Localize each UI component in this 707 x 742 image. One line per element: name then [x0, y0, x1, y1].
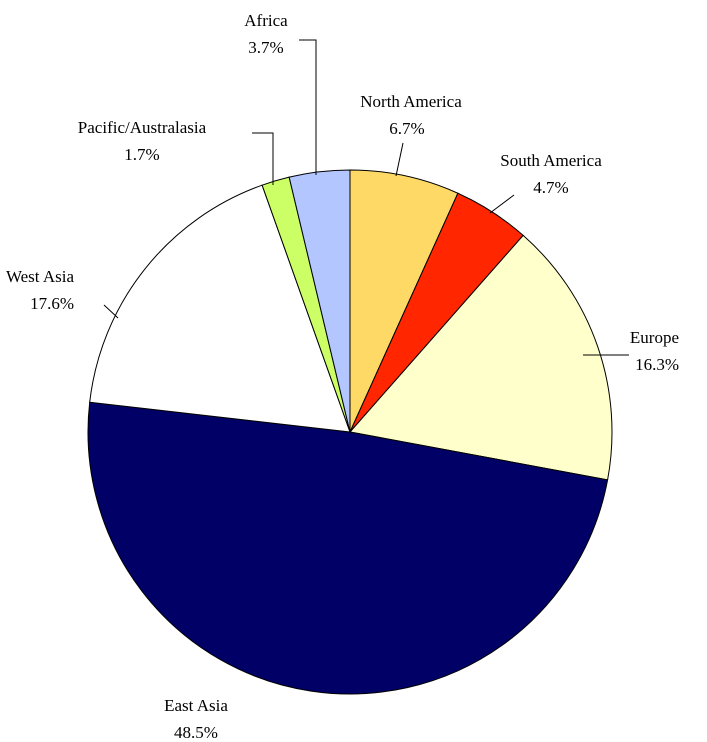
slice-value-label-north-america: 6.7% [389, 119, 424, 138]
leader-line-north-america [395, 142, 404, 177]
leader-line-west-asia [103, 304, 119, 319]
slice-value-label-west-asia: 17.6% [30, 294, 74, 313]
leader-lines [103, 39, 629, 356]
leader-line-south-america [489, 194, 515, 214]
slice-name-label-west-asia: West Asia [6, 267, 74, 286]
slice-name-label-south-america: South America [500, 151, 602, 170]
leader-line-pacific-australasia [252, 132, 274, 185]
slice-value-label-europe: 16.3% [635, 355, 679, 374]
slice-name-label-east-asia: East Asia [164, 696, 228, 715]
slice-labels: North America 6.7% South America 4.7% Europe… [6, 11, 679, 742]
slice-north-america [349, 169, 459, 433]
leader-line-africa [299, 39, 317, 175]
slice-value-label-pacific-australasia: 1.7% [124, 145, 159, 164]
slice-africa [288, 169, 351, 433]
slice-value-label-east-asia: 48.5% [174, 723, 218, 742]
slice-value-label-south-america: 4.7% [533, 178, 568, 197]
slice-east-asia [87, 401, 609, 695]
slice-west-asia [89, 184, 351, 433]
slice-name-label-africa: Africa [244, 11, 288, 30]
slice-name-label-pacific-australasia: Pacific/Australasia [78, 118, 207, 137]
slice-value-label-africa: 3.7% [248, 38, 283, 57]
slice-europe [349, 234, 613, 481]
slice-name-label-europe: Europe [630, 328, 679, 347]
slice-name-label-north-america: North America [360, 92, 462, 111]
pie-slices [87, 169, 613, 695]
